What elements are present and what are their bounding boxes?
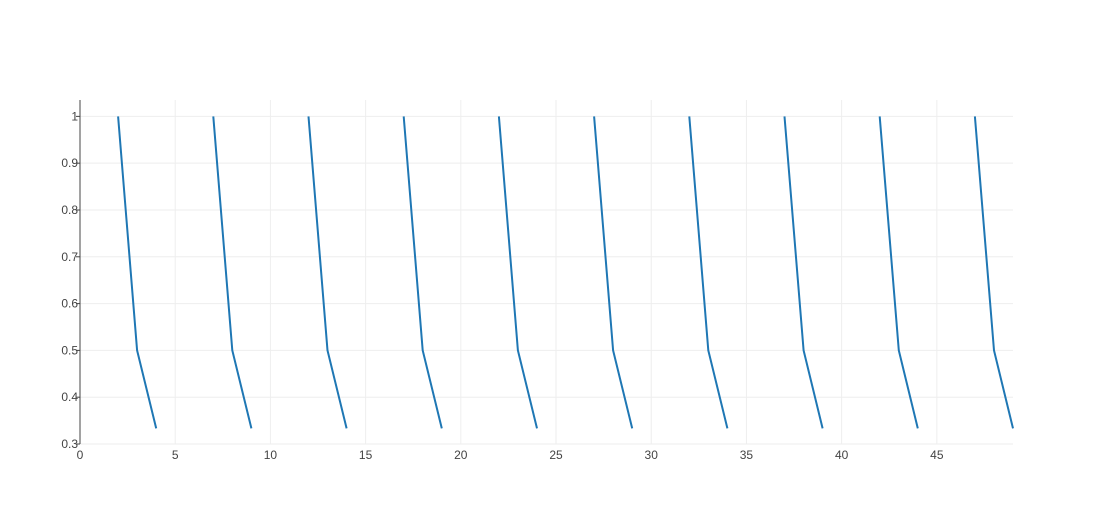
x-tick-label: 40 (835, 448, 849, 462)
series-line-segment (497, 116, 538, 429)
y-tick-label: 0.4 (61, 390, 78, 404)
series-line-segment (973, 116, 1014, 429)
y-tick-label: 0.5 (61, 343, 78, 357)
series-line-segment (688, 116, 729, 429)
series-line-segment (593, 116, 634, 429)
series-line-segment (783, 116, 824, 429)
grid-lines (80, 100, 1013, 445)
y-tick-label: 0.7 (61, 250, 78, 264)
axes (76, 100, 81, 445)
y-tick-label: 0.3 (61, 437, 78, 451)
x-tick-label: 15 (359, 448, 373, 462)
tick-labels: 0 5 10 15 20 25 30 35 40 45 0.3 0.4 0.5 0.6 0.7 0.8 0.9 1 (61, 109, 944, 462)
x-tick-label: 25 (549, 448, 563, 462)
series-line-segment (878, 116, 919, 429)
series-line-segment (117, 116, 158, 429)
x-tick-label: 45 (930, 448, 944, 462)
y-tick-label: 0.6 (61, 297, 78, 311)
y-tick-label: 1 (71, 109, 78, 123)
y-tick-label: 0.8 (61, 203, 78, 217)
x-tick-label: 20 (454, 448, 468, 462)
series-line-segment (212, 116, 253, 429)
x-tick-label: 35 (740, 448, 754, 462)
x-tick-label: 5 (172, 448, 179, 462)
x-tick-label: 30 (645, 448, 659, 462)
series-line-segment (307, 116, 348, 429)
series-line-segment (402, 116, 443, 429)
x-tick-label: 10 (264, 448, 278, 462)
series-lines (117, 116, 1014, 429)
y-tick-label: 0.9 (61, 156, 78, 170)
x-tick-label: 0 (77, 448, 84, 462)
